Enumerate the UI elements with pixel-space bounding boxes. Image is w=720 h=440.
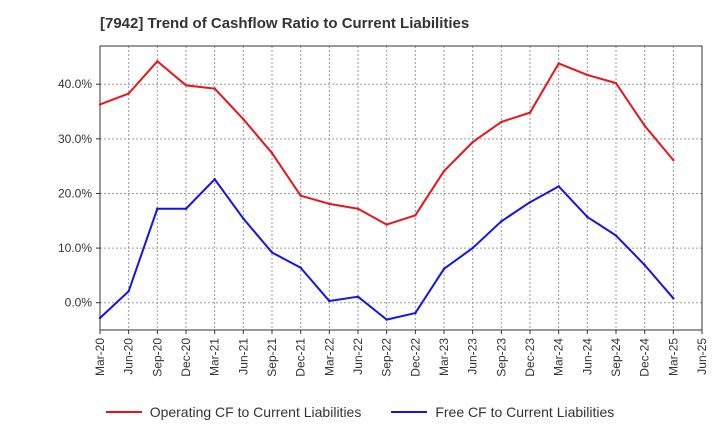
- x-tick-label: Sep-21: [265, 338, 279, 377]
- x-tick-label: Dec-21: [294, 338, 308, 377]
- data-point-free-cf: [127, 290, 130, 293]
- x-tick-label: Mar-22: [322, 338, 336, 376]
- x-tick-label: Mar-25: [666, 338, 680, 376]
- x-tick-label: Dec-20: [179, 338, 193, 377]
- legend: Operating CF to Current Liabilities Free…: [0, 404, 720, 420]
- x-tick-label: Jun-23: [466, 338, 480, 375]
- data-point-operating-cf: [127, 92, 130, 95]
- data-point-free-cf: [356, 295, 360, 298]
- x-tick-label: Jun-21: [236, 338, 250, 375]
- data-point-free-cf: [500, 220, 503, 223]
- y-tick-label: 0.0%: [65, 296, 93, 310]
- data-point-operating-cf: [299, 194, 302, 197]
- data-point-operating-cf: [471, 140, 474, 144]
- data-point-free-cf: [414, 311, 417, 315]
- x-tick-label: Sep-23: [494, 338, 508, 377]
- x-tick-label: Mar-24: [552, 338, 566, 376]
- data-point-free-cf: [672, 297, 675, 300]
- data-point-free-cf: [442, 267, 446, 271]
- data-point-operating-cf: [528, 111, 532, 114]
- y-tick-label: 10.0%: [58, 241, 92, 255]
- x-tick-label: Jun-25: [695, 338, 709, 375]
- data-point-operating-cf: [385, 223, 388, 226]
- plot-frame: [99, 45, 703, 331]
- data-point-operating-cf: [98, 103, 102, 106]
- legend-swatch-operating-cf: [105, 411, 142, 413]
- data-point-operating-cf: [586, 73, 589, 77]
- x-tick-label: Dec-23: [523, 338, 537, 377]
- y-tick-label: 30.0%: [58, 132, 92, 146]
- x-tick-label: Mar-23: [437, 338, 451, 376]
- legend-swatch-free-cf: [391, 411, 428, 413]
- x-tick-label: Jun-20: [122, 338, 136, 375]
- data-point-free-cf: [213, 178, 216, 181]
- data-point-operating-cf: [328, 202, 331, 206]
- x-tick-label: Jun-22: [351, 338, 365, 375]
- data-point-free-cf: [270, 251, 274, 254]
- data-point-operating-cf: [242, 117, 245, 121]
- legend-label-operating-cf: Operating CF to Current Liabilities: [149, 404, 362, 420]
- data-point-operating-cf: [672, 158, 675, 162]
- data-point-operating-cf: [270, 151, 274, 155]
- legend-label-free-cf: Free CF to Current Liabilities: [435, 404, 615, 420]
- data-point-operating-cf: [356, 207, 360, 210]
- x-tick-label: Dec-22: [408, 338, 422, 377]
- x-tick-label: Mar-20: [93, 338, 107, 376]
- data-point-free-cf: [471, 246, 474, 250]
- x-tick-label: Sep-20: [150, 338, 164, 377]
- data-point-free-cf: [557, 185, 560, 188]
- data-point-operating-cf: [213, 87, 216, 90]
- data-point-operating-cf: [442, 169, 446, 173]
- data-point-free-cf: [614, 234, 618, 237]
- line-chart: 0.0% 10.0% 20.0% 30.0% 40.0% Mar-20 Jun-20 Sep-…: [58, 45, 709, 377]
- x-tick-label: Sep-22: [380, 338, 394, 377]
- legend-item-operating-cf[interactable]: Operating CF to Current Liabilities: [105, 404, 362, 420]
- data-point-free-cf: [242, 217, 245, 220]
- data-point-free-cf: [385, 318, 388, 321]
- legend-item-free-cf[interactable]: Free CF to Current Liabilities: [391, 404, 614, 420]
- data-point-free-cf: [528, 201, 532, 204]
- data-point-free-cf: [328, 299, 331, 303]
- data-point-free-cf: [586, 215, 589, 219]
- y-tick-label: 20.0%: [58, 186, 92, 200]
- data-point-free-cf: [299, 266, 302, 269]
- x-tick-label: Sep-24: [609, 338, 623, 377]
- y-tick-label: 40.0%: [58, 77, 92, 91]
- data-point-free-cf: [184, 207, 188, 210]
- x-tick-label: Mar-21: [208, 338, 222, 376]
- data-point-free-cf: [156, 207, 159, 210]
- data-point-operating-cf: [156, 60, 159, 63]
- chart-title: [7942] Trend of Cashflow Ratio to Curren…: [100, 15, 470, 32]
- x-tick-label: Jun-24: [580, 338, 594, 375]
- data-point-operating-cf: [500, 120, 503, 124]
- data-point-operating-cf: [614, 81, 618, 85]
- data-point-free-cf: [98, 316, 102, 320]
- data-point-operating-cf: [557, 62, 560, 65]
- data-point-operating-cf: [184, 84, 188, 87]
- data-point-free-cf: [643, 263, 646, 267]
- x-tick-label: Dec-24: [638, 338, 652, 377]
- data-point-operating-cf: [414, 214, 417, 217]
- data-point-operating-cf: [643, 124, 646, 127]
